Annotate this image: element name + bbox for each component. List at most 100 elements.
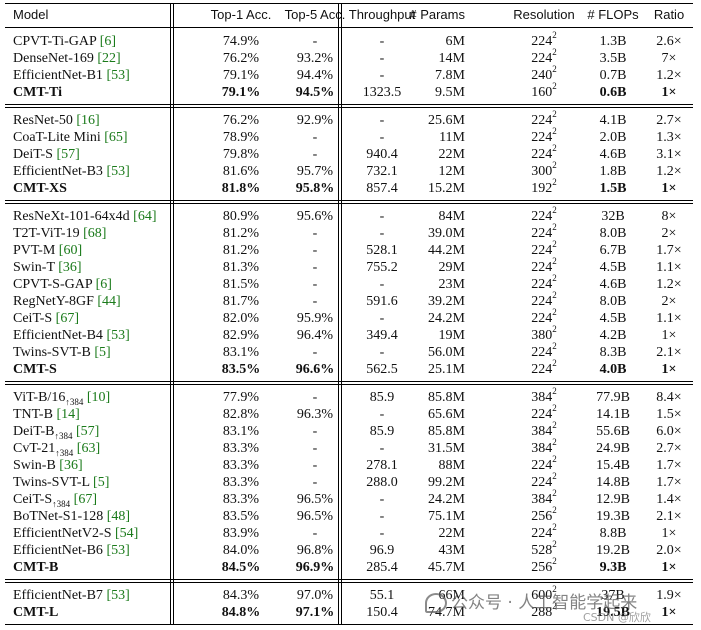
throughput-cell: - <box>379 345 385 360</box>
model-name: DenseNet-169 <box>13 51 94 66</box>
params-cell: 24.2M <box>428 311 465 326</box>
model-name: ResNet-50 <box>13 113 73 128</box>
model-name: EfficientNet-B6 <box>13 543 103 558</box>
citation: [68] <box>83 226 107 241</box>
ratio-cell: 1.2× <box>656 68 682 83</box>
flops-cell: 8.3B <box>599 345 627 360</box>
resolution-value: 224 <box>531 407 553 422</box>
column-header: # FLOPs <box>587 7 639 22</box>
resolution-value: 160 <box>531 85 553 100</box>
top5-cell: 96.9% <box>295 560 335 575</box>
model-name: EfficientNet-B4 <box>13 328 103 343</box>
top5-cell: 96.5% <box>296 492 334 507</box>
params-cell: 15.2M <box>428 181 465 196</box>
model-name: Swin-B <box>13 458 56 473</box>
resolution-value: 224 <box>531 345 553 360</box>
flops-cell: 12.9B <box>596 492 630 507</box>
ratio-cell: 2.1× <box>656 345 682 360</box>
resolution-exponent: 2 <box>552 205 557 216</box>
flops-cell: 55.6B <box>596 424 630 439</box>
top1-cell: 83.3% <box>222 475 260 490</box>
horizontal-rule <box>5 27 693 28</box>
top1-cell: 84.3% <box>222 588 260 603</box>
model-name: EfficientNet-B7 <box>13 588 103 603</box>
params-cell: 22M <box>438 526 465 541</box>
model-cell: CoaT-Lite Mini [65] <box>13 129 128 146</box>
table-row: CvT-21↑384 [63] 83.3% - - 31.5M 3842 24.9B 2.7× <box>5 438 693 457</box>
top1-cell: 83.3% <box>222 492 260 507</box>
horizontal-rule <box>5 107 693 108</box>
ratio-cell: 1.1× <box>656 260 682 275</box>
citation: [53] <box>106 328 130 343</box>
resolution-value: 528 <box>531 543 553 558</box>
flops-cell: 2.0B <box>599 130 627 145</box>
citation: [6] <box>99 34 117 49</box>
model-name: CeiT-S <box>13 311 53 326</box>
citation: [53] <box>106 543 130 558</box>
resolution-exponent: 2 <box>552 556 557 567</box>
model-name: RegNetY-8GF <box>13 294 94 309</box>
table-row: BoTNet-S1-128 [48] 83.5% 96.5% - 75.1M 2562 19… <box>5 506 693 525</box>
ratio-cell: 1.7× <box>656 243 682 258</box>
throughput-cell: - <box>379 68 385 83</box>
params-cell: 56.0M <box>428 345 465 360</box>
column-header: # Params <box>409 7 465 22</box>
resolution-value: 224 <box>531 113 553 128</box>
citation: [16] <box>76 113 100 128</box>
top5-cell: - <box>312 424 318 439</box>
table-row: Twins-SVT-B [5] 83.1% - - 56.0M 2242 8.3B 2.1× <box>5 342 693 361</box>
resolution-exponent: 2 <box>552 143 557 154</box>
resolution-cell: 2242 <box>531 143 557 163</box>
model-cell: TNT-B [14] <box>13 406 80 423</box>
resolution-exponent: 2 <box>552 239 557 250</box>
flops-cell: 8.0B <box>599 294 627 309</box>
top5-cell: - <box>312 345 318 360</box>
resolution-exponent: 2 <box>552 273 557 284</box>
top5-cell: 97.1% <box>295 605 335 620</box>
table-row: DeiT-S [57] 79.8% - 940.4 22M 2242 4.6B 3.1× <box>5 143 693 163</box>
top1-cell: 83.5% <box>222 509 260 524</box>
model-name: CoaT-Lite Mini <box>13 130 101 145</box>
flops-cell: 4.2B <box>599 328 627 343</box>
ratio-cell: 1.3× <box>656 130 682 145</box>
model-cell: CMT-S <box>13 361 57 378</box>
top5-cell: - <box>312 147 318 162</box>
top5-cell: - <box>312 458 318 473</box>
resolution-exponent: 2 <box>552 47 557 58</box>
top1-cell: 83.9% <box>222 526 260 541</box>
table-row: CPVT-Ti-GAP [6] 74.9% - - 6M 2242 1.3B 2.6× <box>5 31 693 50</box>
horizontal-rule <box>5 104 693 105</box>
flops-cell: 4.6B <box>599 147 627 162</box>
top5-cell: 97.0% <box>296 588 334 603</box>
params-cell: 88M <box>438 458 465 473</box>
resolution-cell: 2242 <box>531 239 557 259</box>
resolution-exponent: 2 <box>552 160 557 171</box>
model-cell: Swin-T [36] <box>13 259 82 276</box>
resolution-cell: 2242 <box>531 291 557 310</box>
params-cell: 12M <box>438 164 465 179</box>
flops-cell: 24.9B <box>596 441 630 456</box>
resolution-cell: 2242 <box>531 523 557 542</box>
top1-cell: 84.8% <box>221 605 261 620</box>
resolution-cell: 2242 <box>531 342 557 361</box>
model-name: CPVT-Ti-GAP <box>13 34 97 49</box>
params-cell: 39.0M <box>428 226 465 241</box>
throughput-cell: 591.6 <box>366 294 398 309</box>
highlight-row: CMT-L 84.8% 97.1% 150.4 74.7M 2882 19.5B 1× <box>5 602 693 621</box>
top5-cell: 96.3% <box>296 407 334 422</box>
model-name: EfficientNet-B1 <box>13 68 103 83</box>
ratio-cell: 2.0× <box>656 543 682 558</box>
resolution-cell: 3002 <box>531 160 557 180</box>
top1-cell: 83.3% <box>222 441 260 456</box>
top5-cell: - <box>312 260 318 275</box>
params-cell: 45.7M <box>428 560 465 575</box>
model-cell: CMT-XS <box>13 180 67 197</box>
resolution-exponent: 2 <box>552 471 557 482</box>
table-row: CeiT-S [67] 82.0% 95.9% - 24.2M 2242 4.5B 1.1× <box>5 308 693 327</box>
citation: [14] <box>56 407 80 422</box>
ratio-cell: 2.7× <box>656 441 682 456</box>
throughput-cell: - <box>379 526 385 541</box>
horizontal-rule <box>5 203 693 204</box>
params-cell: 31.5M <box>428 441 465 456</box>
resolution-exponent: 2 <box>552 420 557 431</box>
